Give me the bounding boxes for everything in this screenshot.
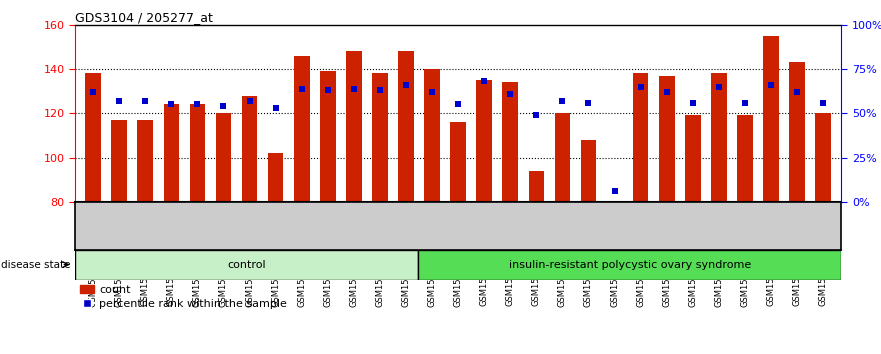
Bar: [581, 140, 596, 202]
Bar: [268, 153, 284, 202]
Bar: [216, 113, 232, 202]
Bar: [85, 73, 101, 202]
Bar: [529, 171, 544, 202]
Legend: count, percentile rank within the sample: count, percentile rank within the sample: [80, 285, 287, 309]
Bar: [450, 122, 466, 202]
Bar: [111, 120, 127, 202]
Bar: [763, 36, 779, 202]
Bar: [75, 250, 418, 280]
Bar: [659, 76, 675, 202]
Bar: [502, 82, 518, 202]
Bar: [711, 73, 727, 202]
Bar: [789, 62, 805, 202]
Bar: [294, 56, 309, 202]
Text: GDS3104 / 205277_at: GDS3104 / 205277_at: [75, 11, 212, 24]
Bar: [398, 51, 414, 202]
Bar: [164, 104, 179, 202]
Text: disease state: disease state: [2, 259, 71, 270]
Text: insulin-resistant polycystic ovary syndrome: insulin-resistant polycystic ovary syndr…: [509, 259, 751, 270]
Bar: [241, 96, 257, 202]
Text: control: control: [227, 259, 266, 270]
Bar: [320, 71, 336, 202]
Bar: [633, 73, 648, 202]
Bar: [554, 113, 570, 202]
Bar: [137, 120, 153, 202]
Bar: [477, 80, 492, 202]
Bar: [425, 69, 440, 202]
Bar: [418, 250, 841, 280]
Bar: [815, 113, 831, 202]
Bar: [685, 115, 700, 202]
Bar: [346, 51, 362, 202]
Bar: [372, 73, 388, 202]
Bar: [189, 104, 205, 202]
Bar: [737, 115, 752, 202]
